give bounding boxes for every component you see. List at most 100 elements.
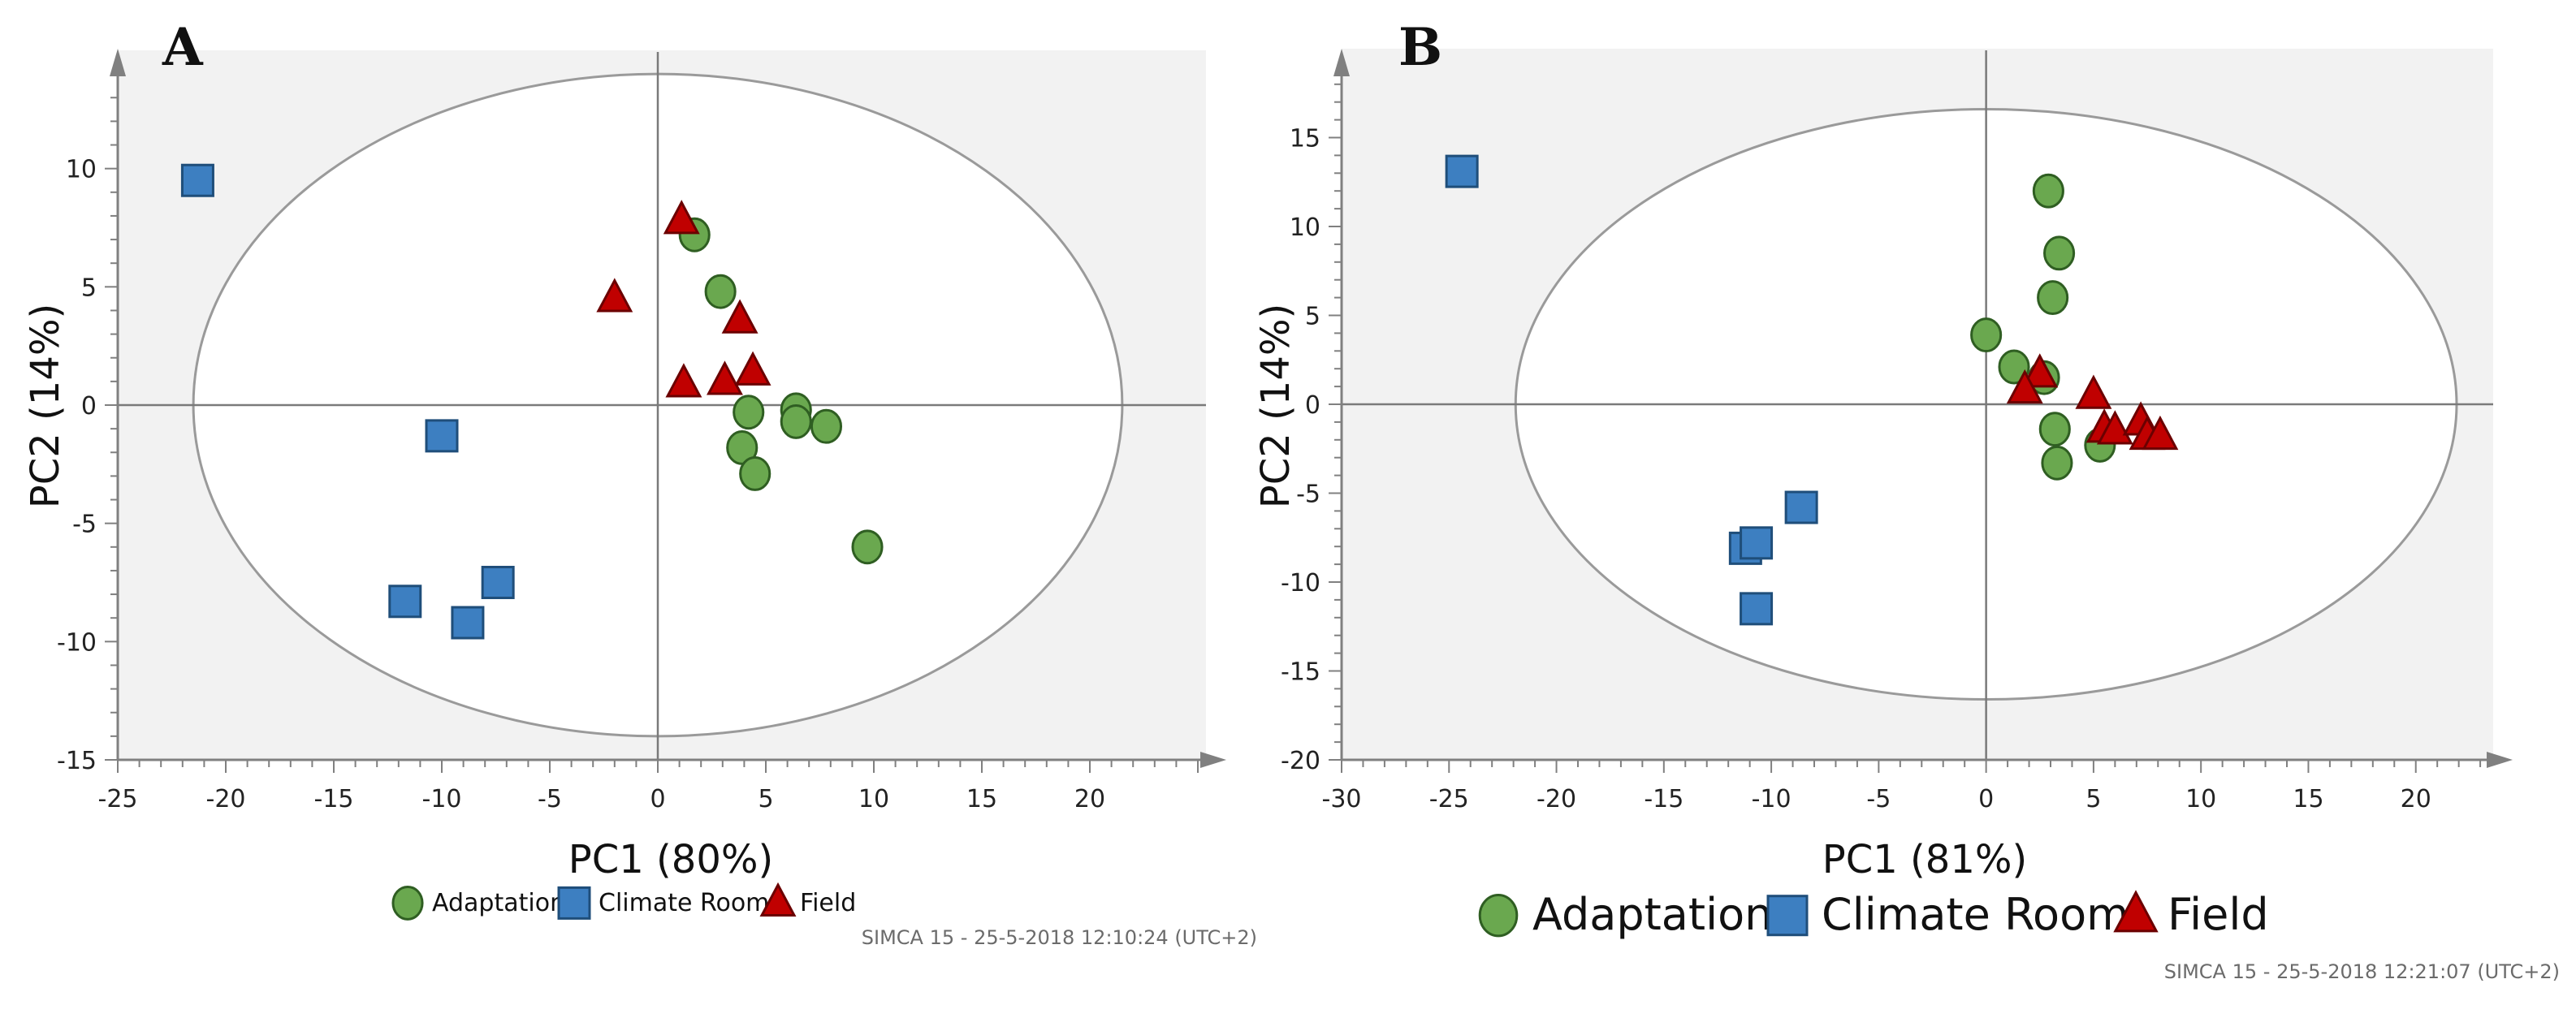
y-tick-label: -15 [1281, 658, 1320, 687]
legend-label: Climate Room [599, 889, 769, 917]
data-point-climate-room [425, 419, 459, 453]
scatter-plot-a: -25 -20 -15 -10 -5 0 5 10 15 20 -15 -10 -5 0 5 10 PC1 (8… [23, 17, 1257, 949]
legend-label: Adaptation [432, 889, 565, 917]
y-axis-arrow-icon [110, 49, 126, 76]
x-tick-label: -15 [1644, 785, 1683, 813]
y-axis-title: PC2 (14%) [1253, 304, 1299, 508]
x-tick-label: 10 [2185, 785, 2216, 813]
y-axis-title: PC2 (14%) [23, 304, 68, 508]
scatter-plot-b: -30 -25 -20 -15 -10 -5 0 5 10 15 20 -20 -15 -10 -5 0 5 10… [1253, 17, 2560, 983]
x-tick-label: -5 [538, 785, 562, 813]
y-tick-label: 5 [1305, 303, 1320, 331]
data-point-field [2096, 410, 2133, 445]
legend-marker-climate-room [557, 886, 591, 920]
x-tick-label: -25 [98, 785, 138, 813]
data-point-field [734, 351, 772, 386]
data-point-climate-room [481, 566, 515, 599]
y-axis-arrow-icon [1333, 49, 1350, 76]
x-tick-label: -5 [1866, 785, 1891, 813]
y-tick-label: 5 [81, 274, 97, 302]
legend-marker-field [2113, 890, 2159, 933]
data-point-adaptation [2032, 173, 2064, 209]
data-point-climate-room [1445, 154, 1479, 188]
y-tick-label: -5 [1296, 481, 1320, 509]
data-point-adaptation [739, 456, 772, 491]
x-axis-title: PC1 (80%) [568, 837, 773, 882]
chart-panel-a: -25 -20 -15 -10 -5 0 5 10 15 20 -15 -10 -5 0 5 10 PC1 (8… [23, 17, 1257, 949]
x-axis-arrow-icon [1200, 752, 1226, 768]
data-point-adaptation [851, 529, 884, 565]
data-point-adaptation [2037, 280, 2069, 316]
data-point-adaptation [2041, 445, 2073, 481]
y-tick-label: -10 [57, 628, 97, 657]
data-point-adaptation [810, 408, 843, 444]
x-tick-label: 5 [2085, 785, 2101, 813]
legend-marker-field [759, 882, 797, 917]
software-stamp: SIMCA 15 - 25-5-2018 12:21:07 (UTC+2) [2164, 960, 2560, 983]
y-tick-label: -20 [1281, 747, 1320, 775]
data-point-climate-room [388, 584, 422, 619]
data-point-field [596, 278, 633, 313]
x-tick-label: 0 [1978, 785, 1994, 813]
x-tick-label: -25 [1429, 785, 1469, 813]
x-tick-label: -30 [1322, 785, 1362, 813]
data-point-adaptation [1970, 317, 2003, 353]
data-point-climate-room [1740, 526, 1774, 560]
y-tick-label: 0 [81, 392, 97, 421]
data-point-climate-room [1740, 592, 1774, 626]
x-tick-label: 15 [966, 785, 997, 813]
x-axis-title: PC1 (81%) [1822, 837, 2027, 882]
data-point-adaptation [1998, 349, 2030, 385]
data-point-adaptation [2038, 412, 2071, 447]
data-points [1445, 154, 2179, 626]
data-point-field [663, 200, 700, 235]
x-tick-label: 5 [758, 785, 773, 813]
legend-marker-adaptation [391, 885, 424, 921]
legend: Adaptation Climate Room Field [1478, 889, 2269, 940]
legend-marker-climate-room [1766, 895, 1809, 937]
data-point-field [721, 299, 759, 334]
legend-label: Field [800, 889, 856, 917]
x-tick-label: 0 [650, 785, 665, 813]
x-tick-label: -10 [422, 785, 462, 813]
panel-label: B [1398, 17, 1442, 78]
y-tick-label: 15 [1290, 125, 1320, 153]
y-tick-label: 10 [66, 156, 97, 184]
x-tick-label: -20 [206, 785, 246, 813]
y-tick-label: -5 [72, 511, 97, 539]
y-tick-label: -15 [57, 747, 97, 775]
y-tick-label: -10 [1281, 569, 1320, 597]
data-point-adaptation [704, 274, 737, 309]
data-point-climate-room [180, 163, 214, 197]
data-point-field [707, 360, 743, 395]
x-tick-label: 10 [858, 785, 889, 813]
legend-label: Field [2168, 889, 2269, 940]
data-point-adaptation [733, 395, 765, 430]
x-tick-label: 20 [1074, 785, 1105, 813]
legend-marker-adaptation [1478, 894, 1519, 938]
data-points [180, 163, 884, 640]
x-tick-label: 20 [2401, 785, 2431, 813]
x-tick-label: -20 [1537, 785, 1576, 813]
x-tick-label: -15 [314, 785, 354, 813]
data-point-field [2006, 369, 2043, 404]
data-point-field [665, 363, 702, 398]
data-point-climate-room [451, 606, 485, 640]
y-tick-label: 10 [1290, 214, 1320, 242]
legend-label: Climate Room [1822, 889, 2129, 940]
data-point-field [2075, 374, 2112, 409]
data-point-field [2142, 415, 2179, 451]
chart-panel-b: -30 -25 -20 -15 -10 -5 0 5 10 15 20 -20 -15 -10 -5 0 5 10… [1236, 0, 2576, 1018]
legend-label: Adaptation [1532, 889, 1772, 940]
x-tick-label: 15 [2293, 785, 2323, 813]
panel-label: A [162, 17, 204, 78]
x-axis-arrow-icon [2487, 752, 2513, 768]
data-point-climate-room [1784, 490, 1818, 524]
data-point-adaptation [2043, 235, 2076, 271]
data-point-field [2021, 353, 2059, 388]
y-tick-label: 0 [1305, 391, 1320, 420]
legend: Adaptation Climate Room Field [391, 882, 856, 921]
x-tick-label: -10 [1752, 785, 1792, 813]
data-point-adaptation [780, 403, 812, 439]
software-stamp: SIMCA 15 - 25-5-2018 12:10:24 (UTC+2) [862, 926, 1257, 949]
